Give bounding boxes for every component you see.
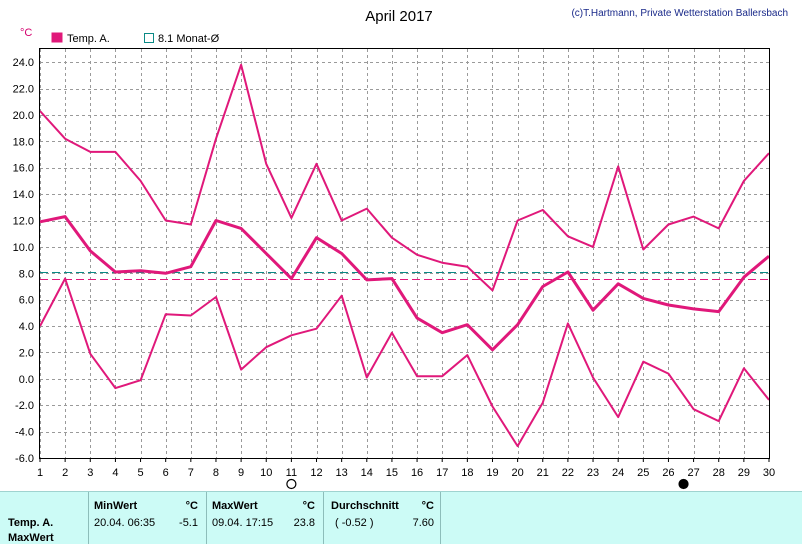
x-tick-label: 23 bbox=[587, 467, 599, 479]
avg-header: Durchschnitt bbox=[331, 500, 399, 512]
y-tick-label: 12.0 bbox=[13, 216, 34, 228]
x-tick-label: 17 bbox=[436, 467, 448, 479]
y-tick-label: 10.0 bbox=[13, 242, 34, 254]
max-value: 23.8 bbox=[293, 517, 315, 529]
y-tick-label: 24.0 bbox=[13, 57, 34, 69]
x-tick-label: 9 bbox=[238, 467, 244, 479]
x-tick-label: 22 bbox=[562, 467, 574, 479]
x-tick-label: 12 bbox=[310, 467, 322, 479]
y-tick-label: 18.0 bbox=[13, 136, 34, 148]
x-tick-label: 18 bbox=[461, 467, 473, 479]
series-line-min bbox=[39, 277, 770, 448]
avg-deviation: ( -0.52 ) bbox=[335, 517, 374, 529]
avg-unit: °C bbox=[421, 500, 434, 512]
x-tick-label: 26 bbox=[662, 467, 674, 479]
y-tick-label: 2.0 bbox=[19, 347, 34, 359]
full-moon-icon bbox=[286, 478, 297, 490]
x-tick-label: 11 bbox=[286, 467, 297, 479]
avg-value: 7.60 bbox=[412, 517, 434, 529]
stats-row-label-cell: Temp. A. MaxWert bbox=[0, 492, 89, 544]
stats-min-cell: MinWert °C 20.04. 06:35 -5.1 bbox=[89, 492, 207, 544]
y-tick-label: 8.0 bbox=[19, 268, 34, 280]
x-tick-label: 19 bbox=[486, 467, 498, 479]
min-when: 20.04. 06:35 bbox=[94, 517, 156, 529]
x-tick-label: 30 bbox=[763, 467, 775, 479]
min-value: -5.1 bbox=[179, 517, 198, 529]
x-tick-label: 5 bbox=[137, 467, 143, 479]
y-axis-ticks: -6.0 -4.0 -2.0 0.0 2.0 4.0 6.0 8.0 10.0 12.0 14.0 1… bbox=[13, 57, 34, 465]
unit-label: °C bbox=[20, 27, 32, 39]
x-tick-label: 28 bbox=[713, 467, 725, 479]
y-tick-label: 20.0 bbox=[13, 110, 34, 122]
temperature-chart: April 2017 (c)T.Hartmann, Private Wetter… bbox=[13, 8, 788, 490]
max-when: 09.04. 17:15 bbox=[212, 517, 274, 529]
x-tick-label: 14 bbox=[361, 467, 373, 479]
legend-swatch-month-avg bbox=[144, 33, 154, 43]
y-tick-label: -6.0 bbox=[15, 453, 34, 465]
y-tick-label: -4.0 bbox=[15, 427, 34, 439]
stats-max-cell: MaxWert °C 09.04. 17:15 23.8 bbox=[207, 492, 324, 544]
x-tick-label: 7 bbox=[188, 467, 194, 479]
statistics-panel: Temp. A. MaxWert MinWert °C 20.04. 06:35… bbox=[0, 491, 802, 544]
y-tick-label: 4.0 bbox=[19, 321, 34, 333]
x-tick-label: 3 bbox=[87, 467, 93, 479]
stats-row-label: Temp. A. bbox=[8, 517, 54, 529]
x-tick-label: 1 bbox=[37, 467, 43, 479]
min-header: MinWert bbox=[94, 500, 138, 512]
legend-label-temp: Temp. A. bbox=[67, 33, 110, 45]
stats-avg-cell: Durchschnitt °C ( -0.52 ) 7.60 bbox=[324, 492, 441, 544]
y-tick-label: 0.0 bbox=[19, 374, 34, 386]
plot-frame bbox=[39, 48, 770, 459]
x-tick-label: 16 bbox=[411, 467, 423, 479]
series-line-avg bbox=[39, 215, 770, 352]
x-tick-label: 13 bbox=[336, 467, 348, 479]
max-unit: °C bbox=[302, 500, 315, 512]
y-tick-label: 14.0 bbox=[13, 189, 34, 201]
max-header: MaxWert bbox=[212, 500, 258, 512]
x-tick-label: 27 bbox=[687, 467, 699, 479]
y-tick-label: 6.0 bbox=[19, 295, 34, 307]
y-tick-label: 22.0 bbox=[13, 84, 34, 96]
series-line-max bbox=[39, 63, 770, 292]
x-axis-ticks: 1 2 3 4 5 6 7 8 9 10 11 12 13 14 15 16 17 18 19 20 21 22 23 24 2… bbox=[37, 458, 775, 479]
x-tick-label: 2 bbox=[62, 467, 68, 479]
x-tick-label: 25 bbox=[637, 467, 649, 479]
x-tick-label: 21 bbox=[537, 467, 549, 479]
x-tick-label: 4 bbox=[112, 467, 118, 479]
x-tick-label: 8 bbox=[213, 467, 219, 479]
x-tick-label: 6 bbox=[163, 467, 169, 479]
grid bbox=[40, 49, 770, 459]
y-tick-label: 16.0 bbox=[13, 163, 34, 175]
chart-title: April 2017 bbox=[365, 8, 433, 25]
series-lines bbox=[39, 63, 770, 448]
x-tick-label: 10 bbox=[260, 467, 272, 479]
x-tick-label: 24 bbox=[612, 467, 624, 479]
min-unit: °C bbox=[185, 500, 198, 512]
x-tick-label: 29 bbox=[738, 467, 750, 479]
x-tick-label: 20 bbox=[511, 467, 523, 479]
legend-swatch-temp bbox=[51, 32, 63, 43]
new-moon-icon bbox=[678, 478, 689, 490]
credit-text: (c)T.Hartmann, Private Wetterstation Bal… bbox=[571, 8, 788, 19]
moon-phase-markers bbox=[286, 478, 689, 490]
legend-label-month-avg: 8.1 Monat-Ø bbox=[158, 33, 220, 45]
stats-row-label-2: MaxWert bbox=[8, 532, 54, 544]
x-tick-label: 15 bbox=[386, 467, 398, 479]
y-tick-label: -2.0 bbox=[15, 400, 34, 412]
